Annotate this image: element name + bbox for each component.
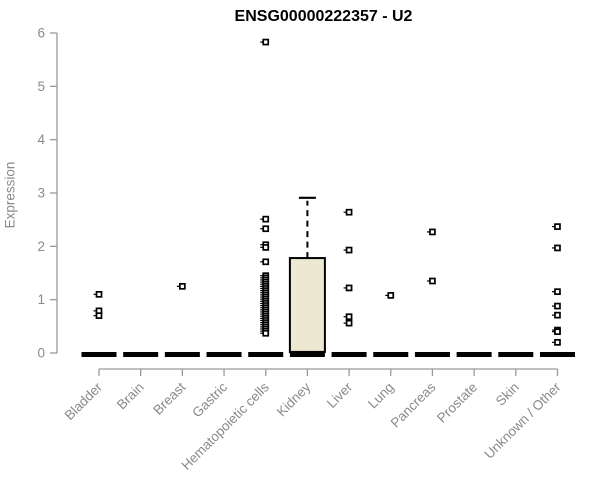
zero-bar-bladder — [81, 352, 117, 357]
outlier-point-liver — [345, 313, 353, 321]
x-tick-label: Liver — [324, 379, 356, 411]
outlier-point-unknown-other — [554, 338, 561, 346]
zero-bar-brain — [123, 352, 159, 357]
zero-bar-hematopoietic-cells — [248, 352, 284, 357]
outlier-point-hematopoietic-cells — [262, 38, 270, 46]
outlier-point-unknown-other — [554, 223, 561, 230]
x-tick-label: Brain — [114, 380, 147, 413]
outlier-point-unknown-other — [554, 311, 561, 319]
zero-bar-breast — [164, 352, 200, 357]
zero-bar-liver — [331, 352, 367, 357]
zero-bar-unknown-other — [539, 352, 575, 357]
outlier-point-unknown-other — [554, 244, 561, 252]
zero-bar-lung — [373, 352, 409, 357]
zero-bar-prostate — [456, 352, 492, 357]
outlier-point-liver — [345, 319, 353, 327]
zero-bar-gastric — [206, 352, 242, 357]
y-tick-label: 4 — [37, 132, 45, 147]
x-tick-label: Unknown / Other — [481, 379, 564, 462]
x-tick-label: Bladder — [62, 379, 106, 423]
zero-bar-kidney — [289, 352, 325, 357]
outlier-point-bladder — [95, 312, 103, 320]
y-tick-label: 1 — [37, 292, 45, 307]
chart-title: ENSG00000222357 - U2 — [234, 8, 413, 25]
outlier-point-hematopoietic-cells — [262, 225, 270, 233]
y-tick-label: 5 — [37, 79, 45, 94]
zero-bar-skin — [498, 352, 534, 357]
outlier-point-unknown-other — [554, 288, 561, 296]
y-tick-label: 2 — [37, 239, 45, 254]
outlier-point-hematopoietic-cells — [262, 215, 270, 223]
x-tick-label: Breast — [150, 379, 188, 417]
y-tick-label: 3 — [37, 186, 45, 201]
outlier-point-hematopoietic-cells — [262, 329, 270, 337]
x-tick-label: Pancreas — [388, 379, 439, 430]
outlier-point-hematopoietic-cells — [262, 244, 270, 251]
outlier-point-breast — [179, 282, 186, 290]
outlier-point-unknown-other — [554, 302, 561, 310]
outlier-point-lung — [387, 292, 395, 299]
outlier-point-pancreas — [429, 277, 436, 285]
outlier-point-unknown-other — [554, 328, 561, 336]
x-tick-label: Skin — [493, 380, 522, 409]
outlier-point-pancreas — [429, 228, 436, 236]
outlier-point-liver — [345, 246, 353, 254]
outlier-point-hematopoietic-cells — [262, 258, 270, 266]
x-tick-label: Prostate — [434, 380, 480, 426]
zero-bar-pancreas — [414, 352, 450, 357]
y-tick-label: 0 — [37, 346, 45, 361]
outlier-point-liver — [345, 284, 353, 292]
outlier-point-bladder — [95, 290, 103, 298]
y-tick-label: 6 — [37, 26, 45, 41]
x-tick-label: Kidney — [274, 379, 314, 419]
outlier-point-liver — [345, 208, 353, 216]
box-kidney — [288, 257, 326, 353]
x-tick-label: Lung — [365, 380, 397, 412]
x-tick-label: Gastric — [189, 379, 230, 420]
